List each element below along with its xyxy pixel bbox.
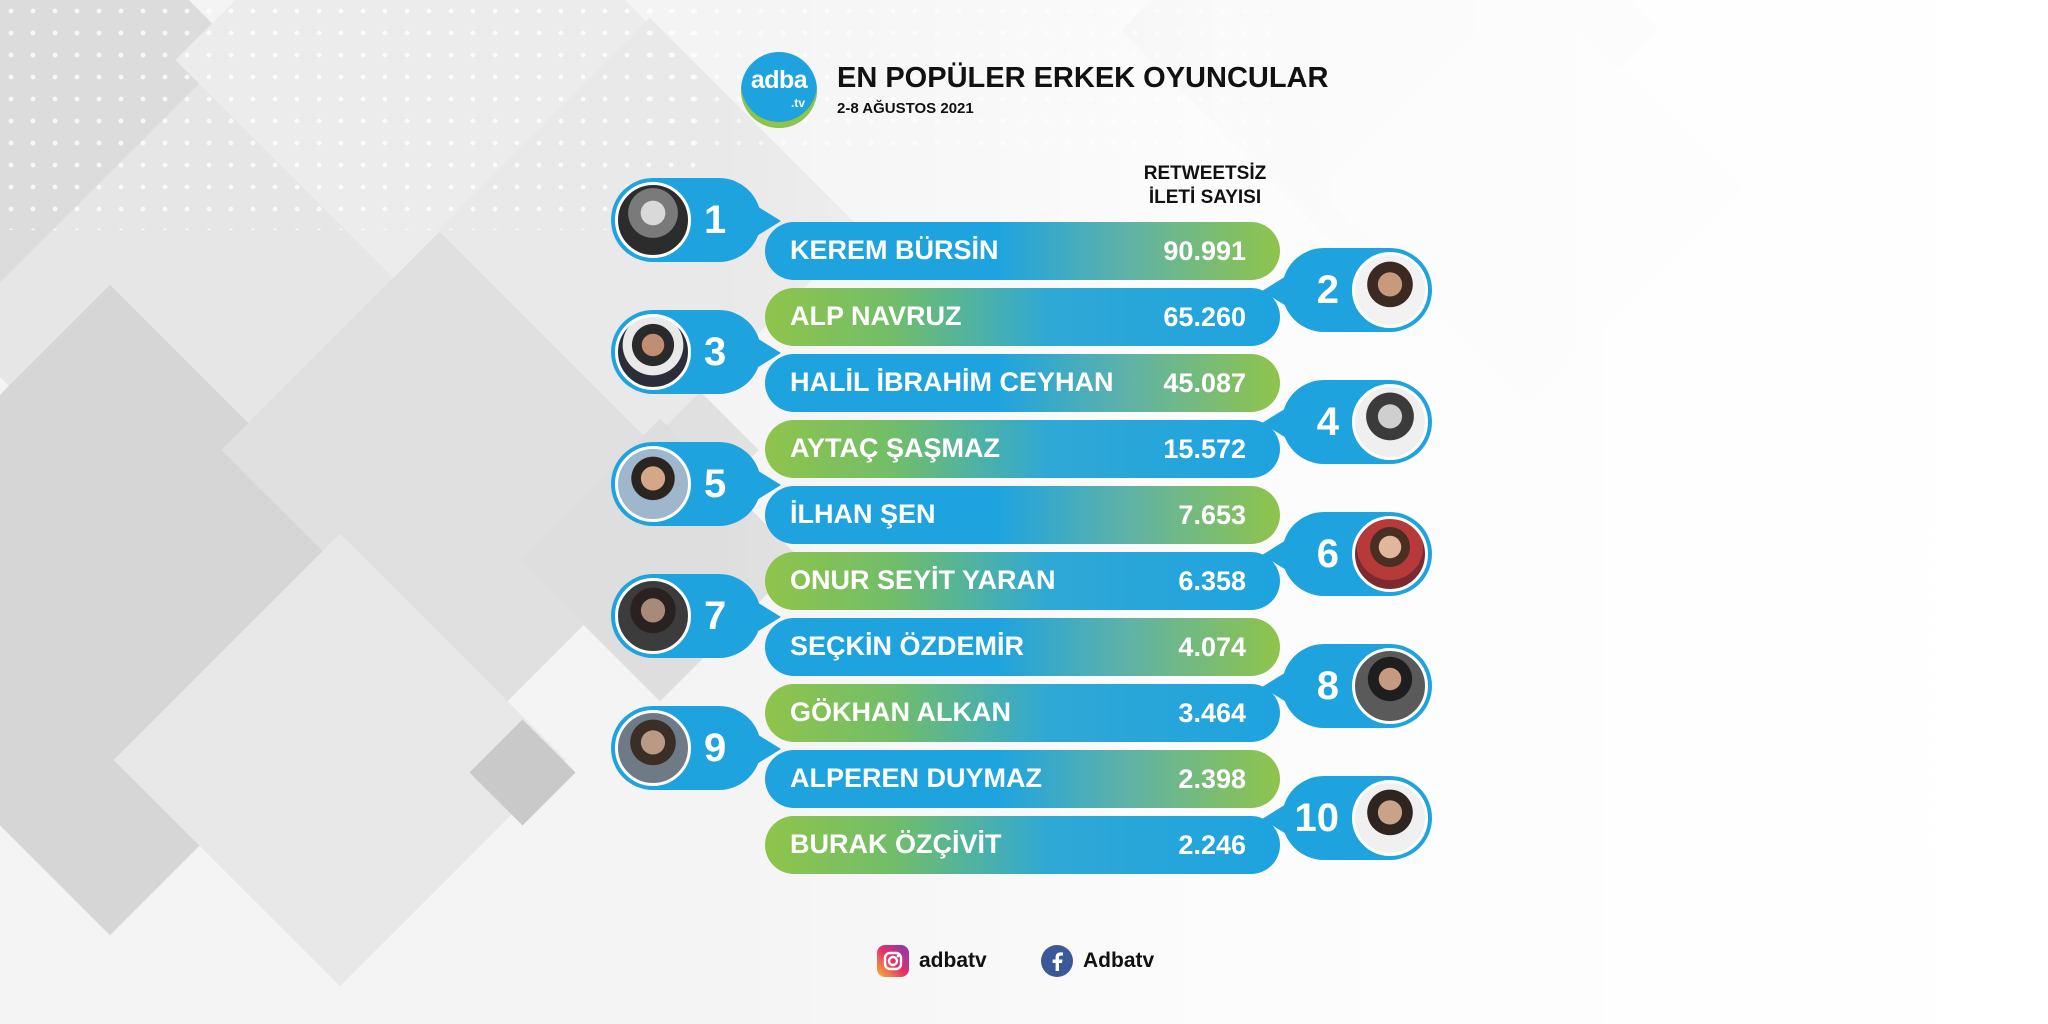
ranking-row: SEÇKİN ÖZDEMİR 4.074 7 <box>0 574 2048 684</box>
actor-name: ONUR SEYİT YARAN <box>790 565 1056 595</box>
value-column-header: RETWEETSİZ İLETİ SAYISI <box>1120 162 1290 210</box>
ranking-bar: BURAK ÖZÇİVİT 2.246 <box>765 816 1280 874</box>
rank-number: 6 <box>1316 532 1339 576</box>
actor-photo <box>1352 384 1428 460</box>
ranking-bar: HALİL İBRAHİM CEYHAN 45.087 <box>765 354 1280 412</box>
ranking-row: KEREM BÜRSİN 90.991 1 <box>0 178 2048 288</box>
rank-number: 1 <box>704 198 727 242</box>
post-count: 45.087 <box>1163 368 1246 398</box>
actor-name: SEÇKİN ÖZDEMİR <box>790 631 1025 661</box>
actor-photo <box>615 578 691 654</box>
post-count: 15.572 <box>1163 434 1246 464</box>
actor-name: KEREM BÜRSİN <box>790 235 999 265</box>
ranking-row: HALİL İBRAHİM CEYHAN 45.087 3 <box>0 310 2048 420</box>
page-title: EN POPÜLER ERKEK OYUNCULAR <box>837 62 1329 94</box>
rank-badge: 5 <box>611 442 781 526</box>
logo-text: adba <box>750 66 808 94</box>
ranking-row: ONUR SEYİT YARAN 6.358 6 <box>0 512 2048 618</box>
ranking-bar: ONUR SEYİT YARAN 6.358 <box>765 552 1280 610</box>
actor-photo <box>1352 252 1428 328</box>
rank-number: 9 <box>704 726 727 770</box>
rank-number: 7 <box>704 594 727 638</box>
actor-photo <box>615 710 691 786</box>
instagram-label: adbatv <box>919 949 987 972</box>
actor-name: GÖKHAN ALKAN <box>790 697 1011 727</box>
rank-number: 3 <box>704 330 727 374</box>
date-range: 2-8 AĞUSTOS 2021 <box>837 100 974 117</box>
post-count: 7.653 <box>1178 500 1246 530</box>
actor-name: ALPEREN DUYMAZ <box>790 763 1043 793</box>
instagram-icon <box>877 945 909 977</box>
post-count: 90.991 <box>1163 236 1246 266</box>
rank-badge: 3 <box>611 310 781 394</box>
rank-badge: 4 <box>1262 380 1432 464</box>
rank-badge: 9 <box>611 706 781 790</box>
rank-number: 2 <box>1316 268 1339 312</box>
post-count: 4.074 <box>1178 632 1246 662</box>
ranking-bar: AYTAÇ ŞAŞMAZ 15.572 <box>765 420 1280 478</box>
ranking-row: AYTAÇ ŞAŞMAZ 15.572 4 <box>0 380 2048 486</box>
actor-photo <box>615 182 691 258</box>
rank-number: 5 <box>704 462 727 506</box>
actor-photo <box>1352 780 1428 856</box>
ranking-row: ALP NAVRUZ 65.260 2 <box>0 248 2048 354</box>
actor-name: BURAK ÖZÇİVİT <box>790 829 1002 859</box>
post-count: 2.398 <box>1178 764 1246 794</box>
ranking-row: ALPEREN DUYMAZ 2.398 9 <box>0 706 2048 816</box>
actor-photo <box>615 314 691 390</box>
column-header-line-2: İLETİ SAYISI <box>1148 187 1262 208</box>
ranking-row: GÖKHAN ALKAN 3.464 8 <box>0 644 2048 750</box>
rank-badge: 7 <box>611 574 781 658</box>
ranking-row: İLHAN ŞEN 7.653 5 <box>0 442 2048 552</box>
post-count: 2.246 <box>1178 830 1246 860</box>
actor-photo <box>615 446 691 522</box>
facebook-label: Adbatv <box>1083 949 1155 972</box>
ranking-bar: ALP NAVRUZ 65.260 <box>765 288 1280 346</box>
actor-name: İLHAN ŞEN <box>790 499 936 529</box>
rank-badge: 10 <box>1262 776 1432 860</box>
ranking-row: BURAK ÖZÇİVİT 2.246 10 <box>0 776 2048 882</box>
ranking-bar: İLHAN ŞEN 7.653 <box>765 486 1280 544</box>
actor-name: AYTAÇ ŞAŞMAZ <box>790 433 1001 463</box>
ranking-bar: ALPEREN DUYMAZ 2.398 <box>765 750 1280 808</box>
post-count: 65.260 <box>1163 302 1246 332</box>
ranking-bar: SEÇKİN ÖZDEMİR 4.074 <box>765 618 1280 676</box>
logo-sub-text: .tv <box>790 96 805 110</box>
rank-badge: 2 <box>1262 248 1432 332</box>
column-header-line-1: RETWEETSİZ <box>1143 163 1267 184</box>
rank-number: 8 <box>1316 664 1339 708</box>
post-count: 3.464 <box>1178 698 1246 728</box>
post-count: 6.358 <box>1178 566 1246 596</box>
actor-photo <box>1352 648 1428 724</box>
rank-number: 10 <box>1294 796 1340 840</box>
rank-number: 4 <box>1316 400 1339 444</box>
rank-badge: 6 <box>1262 512 1432 596</box>
rank-badge: 8 <box>1262 644 1432 728</box>
adbatv-logo: adba .tv <box>741 52 817 128</box>
actor-photo <box>1352 516 1428 592</box>
actor-name: HALİL İBRAHİM CEYHAN <box>790 367 1114 397</box>
rank-badge: 1 <box>611 178 781 262</box>
facebook-icon <box>1041 945 1073 977</box>
actor-name: ALP NAVRUZ <box>790 301 962 331</box>
ranking-bar: KEREM BÜRSİN 90.991 <box>765 222 1280 280</box>
ranking-bar: GÖKHAN ALKAN 3.464 <box>765 684 1280 742</box>
